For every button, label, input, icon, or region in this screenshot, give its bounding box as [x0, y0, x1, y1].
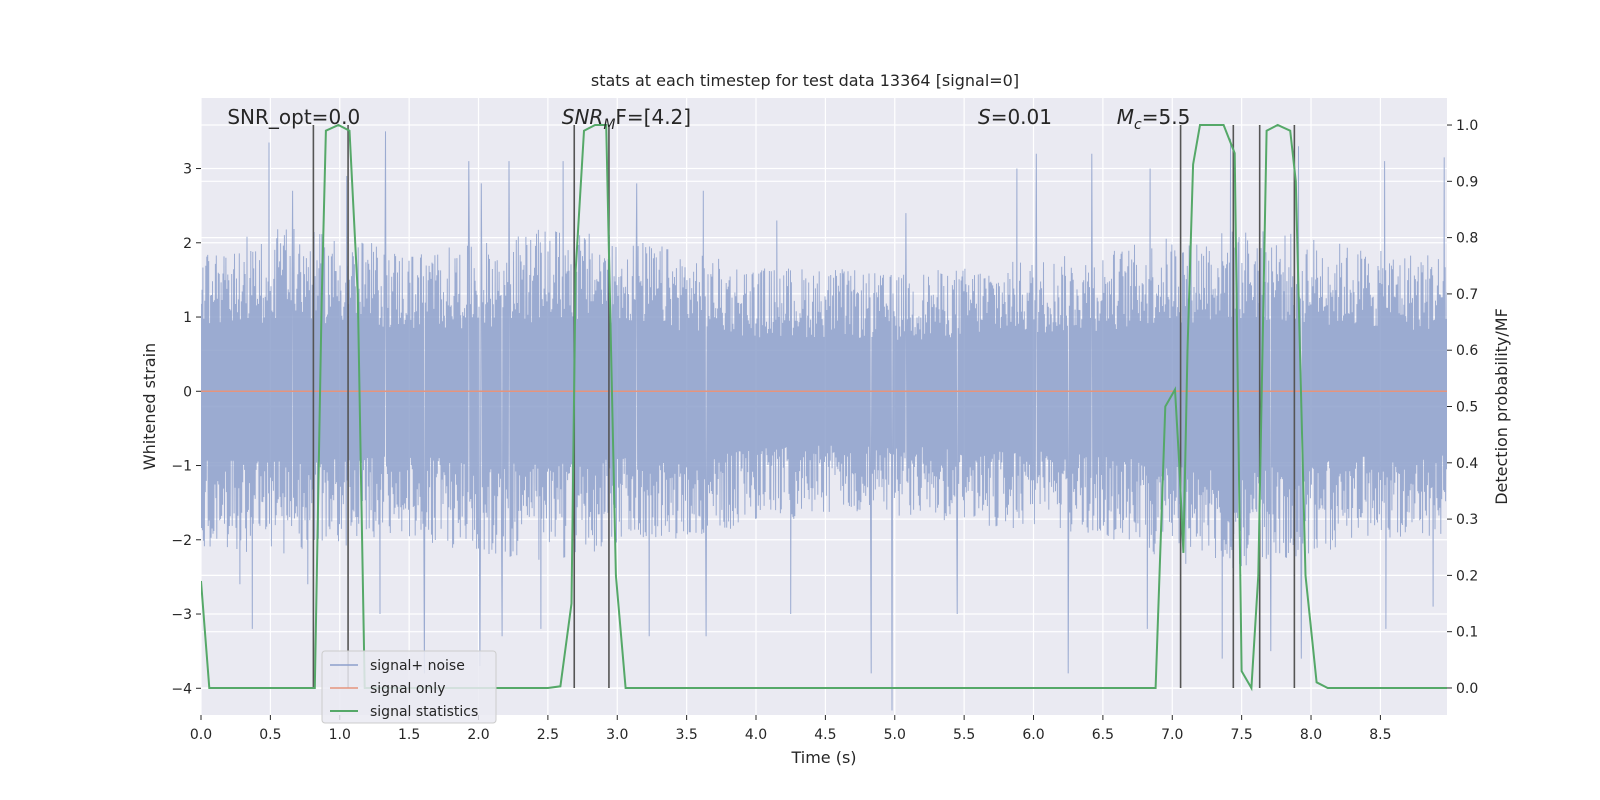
annotation-value: =0.01: [991, 105, 1052, 129]
y-left-tick-label: 3: [183, 162, 192, 178]
y-left-tick-label: −4: [171, 681, 192, 697]
annotations: SNR_opt=0.0 SNRMF=[4.2] S=0.01 Mc=5.5: [227, 105, 1190, 133]
x-axis-title: Time (s): [790, 748, 856, 767]
data-layer: [201, 123, 1447, 711]
legend-label: signal only: [370, 681, 445, 697]
x-tick-label: 2.5: [537, 727, 559, 743]
legend-label: signal+ noise: [370, 658, 465, 674]
annotation-subscript: c: [1134, 117, 1142, 133]
annotation-text: Mc=5.5: [1117, 105, 1191, 133]
legend-label: signal statistics: [370, 704, 478, 720]
x-tick-label: 8.0: [1300, 727, 1322, 743]
y-right-tick-label: 0.5: [1456, 400, 1478, 416]
y-left-tick-label: 2: [183, 236, 192, 252]
annotation-symbol: M: [1117, 105, 1134, 129]
y-right-tick-label: 0.8: [1456, 231, 1478, 247]
x-tick-label: 8.5: [1369, 727, 1391, 743]
y-right-tick-label: 0.0: [1456, 681, 1478, 697]
y-right-tick-label: 0.6: [1456, 343, 1478, 359]
y-right-tick-label: 0.7: [1456, 287, 1478, 303]
annotation-text: SNRMF=[4.2]: [562, 105, 691, 133]
annotation-text: SNR_opt=0.0: [227, 105, 360, 129]
y-left-tick-label: −3: [171, 607, 192, 623]
y-left-tick-label: 1: [183, 310, 192, 326]
x-tick-label: 6.5: [1092, 727, 1114, 743]
legend: signal+ noise signal only signal statistic…: [321, 650, 497, 724]
annotation-symbol: S: [978, 105, 991, 129]
y-right-tick-label: 0.4: [1456, 456, 1478, 472]
x-tick-label: 1.0: [329, 727, 351, 743]
y-left-tick-label: −1: [171, 459, 192, 475]
x-tick-label: 4.0: [745, 727, 767, 743]
y-right-tick-label: 0.2: [1456, 568, 1478, 584]
x-tick-label: 5.0: [884, 727, 906, 743]
y-right-tick-label: 0.1: [1456, 625, 1478, 641]
x-tick-label: 7.5: [1231, 727, 1253, 743]
axes: 0.0 0.5 1.0 1.5 2.0 2.5 3.0 3.5 4.0 4.5 5.0 5.5 6.0 6…: [171, 118, 1478, 743]
y-axis-left-title: Whitened strain: [140, 343, 159, 470]
annotation-symbol: SNR: [562, 105, 604, 129]
annotation-value: F=[4.2]: [615, 105, 691, 129]
chart-title: stats at each timestep for test data 133…: [591, 71, 1019, 90]
y-left-tick-label: −2: [171, 533, 192, 549]
x-tick-label: 7.0: [1161, 727, 1183, 743]
annotation-value: =5.5: [1142, 105, 1191, 129]
legend-box: [321, 650, 497, 724]
y-axis-right-title: Detection probability/MF: [1492, 308, 1511, 505]
y-right-tick-label: 1.0: [1456, 118, 1478, 134]
x-tick-label: 1.5: [398, 727, 420, 743]
x-tick-label: 4.5: [814, 727, 836, 743]
annotation-subscript: M: [603, 117, 615, 133]
y-right-tick-label: 0.3: [1456, 512, 1478, 528]
x-tick-label: 0.0: [190, 727, 212, 743]
y-left-tick-label: 0: [183, 384, 192, 400]
y-right-tick-label: 0.9: [1456, 174, 1478, 190]
x-tick-label: 5.5: [953, 727, 975, 743]
x-tick-label: 2.0: [467, 727, 489, 743]
x-tick-label: 0.5: [259, 727, 281, 743]
x-tick-label: 3.5: [676, 727, 698, 743]
annotation-text: S=0.01: [978, 105, 1052, 129]
x-tick-label: 3.0: [606, 727, 628, 743]
series-signal-statistics-line: [201, 123, 1447, 692]
x-tick-label: 6.0: [1022, 727, 1044, 743]
